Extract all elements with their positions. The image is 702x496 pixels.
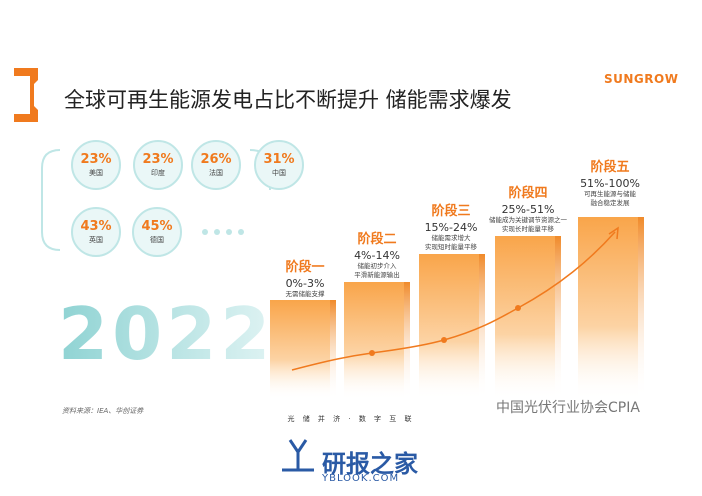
stage-name: 阶段一 bbox=[285, 260, 325, 275]
stage-range: 51%-100% bbox=[580, 177, 640, 190]
stage-desc: 储能需求增大 bbox=[431, 234, 471, 242]
share-region: 印度 bbox=[151, 169, 165, 177]
share-pct: 23% bbox=[142, 152, 174, 167]
stage-desc: 融合稳定发展 bbox=[590, 199, 630, 207]
stage-name: 阶段二 bbox=[357, 232, 397, 247]
share-circle: 31% 中国 bbox=[254, 140, 304, 190]
share-pct: 31% bbox=[263, 152, 295, 167]
watermark-name: 研报之家 bbox=[322, 450, 418, 478]
ellipsis-dots bbox=[202, 229, 244, 235]
share-circle: 26% 法国 bbox=[191, 140, 241, 190]
stage-name: 阶段三 bbox=[431, 204, 471, 219]
stage-name: 阶段五 bbox=[590, 160, 630, 175]
stage: 阶段四 25%-51% 储能成为关键调节资源之一 实现长时能量平移 bbox=[473, 182, 583, 234]
share-circle: 45% 德国 bbox=[132, 207, 182, 257]
stage-desc: 实现长时能量平移 bbox=[502, 225, 554, 233]
title: 全球可再生能源发电占比不断提升 储能需求爆发 bbox=[64, 88, 512, 112]
stage-desc: 无需储能支撑 bbox=[285, 290, 325, 298]
share-region: 德国 bbox=[150, 236, 164, 244]
source: 资料来源：IEA、华创证券 bbox=[62, 407, 144, 415]
stage-range: 25%-51% bbox=[501, 203, 555, 216]
share-region: 美国 bbox=[89, 169, 103, 177]
stage: 阶段三 15%-24% 储能需求增大 实现短时能量平移 bbox=[396, 200, 506, 252]
watermark-logo bbox=[282, 439, 314, 472]
bracket-icon bbox=[14, 68, 38, 122]
share-circle: 23% 美国 bbox=[71, 140, 121, 190]
brand: SUNGROW bbox=[604, 72, 679, 86]
share-region: 英国 bbox=[89, 236, 103, 244]
stage-range: 4%-14% bbox=[354, 249, 400, 262]
share-pct: 43% bbox=[80, 219, 112, 234]
trend-line bbox=[291, 231, 616, 371]
stage: 阶段一 0%-3% 无需储能支撑 bbox=[250, 256, 360, 299]
wechat-watermark: 中国光伏行业协会CPIA bbox=[496, 400, 640, 416]
share-pct: 45% bbox=[141, 219, 173, 234]
stage-desc: 可再生能源与储能 bbox=[584, 190, 636, 198]
bars bbox=[270, 217, 644, 400]
stage-range: 15%-24% bbox=[424, 221, 478, 234]
stage-desc: 储能成为关键调节资源之一 bbox=[489, 216, 567, 224]
share-region: 中国 bbox=[272, 169, 286, 177]
stage-range: 0%-3% bbox=[285, 277, 325, 290]
stage-name: 阶段四 bbox=[508, 186, 548, 201]
share-pct: 23% bbox=[80, 152, 112, 167]
stage-desc: 实现短时能量平移 bbox=[425, 243, 477, 251]
stage-desc: 平滑新能源输出 bbox=[354, 271, 400, 279]
stage-desc: 储能初步介入 bbox=[357, 262, 397, 270]
year: 2022 bbox=[58, 292, 275, 376]
watermark-url: YBLOOK.COM bbox=[322, 473, 400, 484]
share-region: 法国 bbox=[209, 169, 223, 177]
share-circle: 43% 英国 bbox=[71, 207, 121, 257]
slogan: 光 储 并 济 · 数 字 互 联 bbox=[287, 415, 415, 423]
stage: 阶段二 4%-14% 储能初步介入 平滑新能源输出 bbox=[322, 228, 432, 280]
trend-dots bbox=[369, 305, 521, 356]
trend-arrow bbox=[608, 226, 619, 240]
share-pct: 26% bbox=[200, 152, 232, 167]
stage: 阶段五 51%-100% 可再生能源与储能 融合稳定发展 bbox=[555, 156, 665, 208]
share-circle: 23% 印度 bbox=[133, 140, 183, 190]
